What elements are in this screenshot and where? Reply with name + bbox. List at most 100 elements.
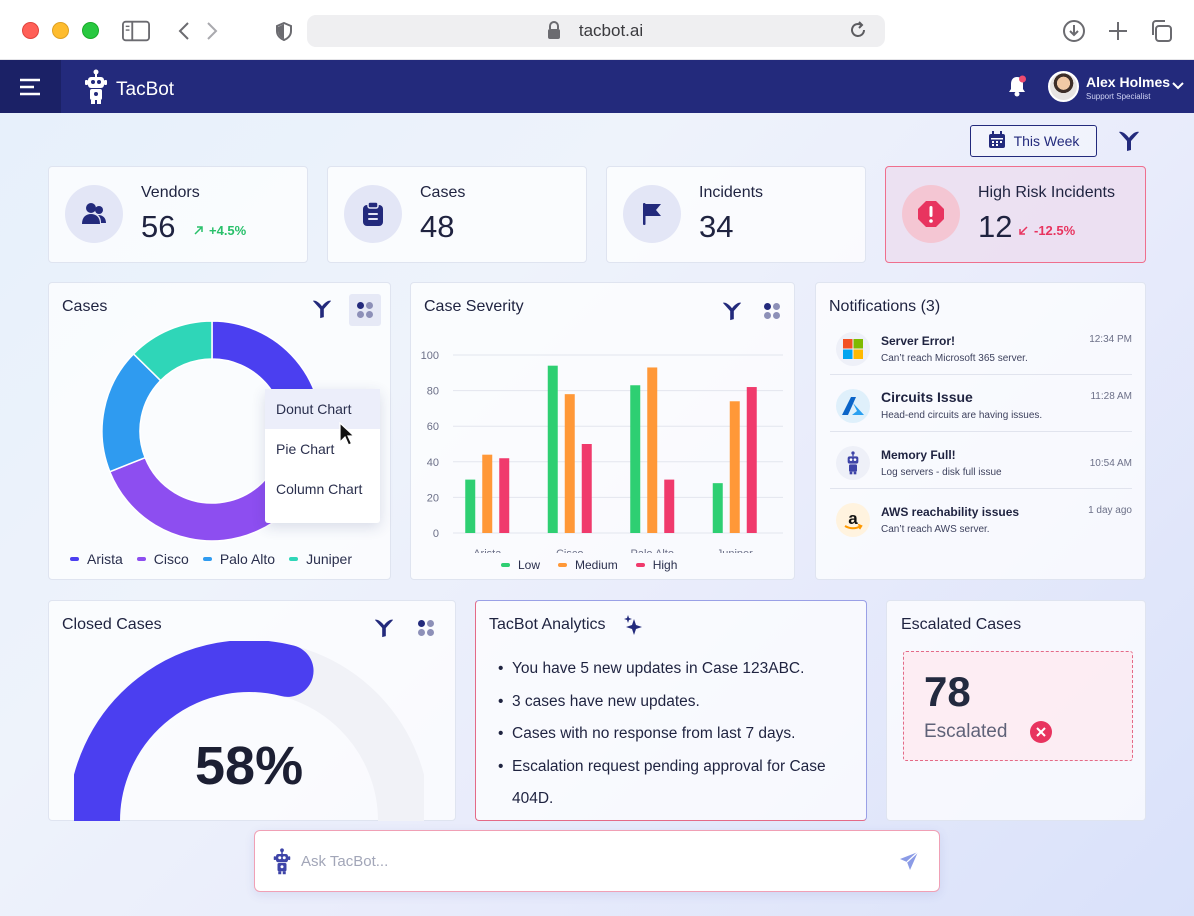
legend-item-juniper[interactable]: Juniper xyxy=(289,551,352,567)
notification-item[interactable]: Server Error! Can’t reach Microsoft 365 … xyxy=(816,328,1146,385)
chart-type-menu-icon[interactable] xyxy=(761,300,783,322)
azure-icon xyxy=(836,389,870,423)
bar-cisco-medium[interactable] xyxy=(564,394,575,533)
reload-icon[interactable] xyxy=(849,21,867,44)
bar-cisco-low[interactable] xyxy=(547,365,558,533)
robot-logo-icon xyxy=(84,69,108,110)
stat-delta: +4.5% xyxy=(194,223,246,238)
user-avatar[interactable] xyxy=(1048,71,1079,102)
menu-button[interactable] xyxy=(0,60,61,113)
notification-time: 1 day ago xyxy=(1088,505,1132,516)
card-title: TacBot Analytics xyxy=(489,616,606,633)
legend-item-high[interactable]: High xyxy=(635,558,678,572)
escalated-box[interactable]: 78 Escalated xyxy=(903,651,1133,761)
filter-icon[interactable] xyxy=(721,300,743,322)
url-text: tacbot.ai xyxy=(578,21,644,40)
stat-value: 12 xyxy=(978,209,1013,244)
stat-label: Vendors xyxy=(141,184,200,201)
case-severity-card: Case Severity 0 20 40 60 80 100 Arista Cisco Pal… xyxy=(410,282,795,580)
notification-item[interactable]: a AWS reachability issues Can’t reach AW… xyxy=(816,499,1146,556)
legend-item-cisco[interactable]: Cisco xyxy=(136,551,189,567)
close-window-button[interactable] xyxy=(22,22,39,39)
x-tick-label: Juniper xyxy=(717,548,753,553)
legend-swatch xyxy=(136,557,146,561)
notification-time: 11:28 AM xyxy=(1090,391,1132,402)
legend-item-low[interactable]: Low xyxy=(501,558,540,572)
bar-arista-high[interactable] xyxy=(499,458,510,533)
filter-icon[interactable] xyxy=(1118,130,1140,157)
notification-item[interactable]: Circuits Issue Head-end circuits are hav… xyxy=(816,385,1146,442)
legend-swatch xyxy=(202,557,212,561)
legend-swatch xyxy=(70,557,79,561)
card-title: Closed Cases xyxy=(62,616,162,633)
stat-delta-value: +4.5% xyxy=(209,223,247,238)
stat-value: 34 xyxy=(699,209,734,244)
bar-palo-alto-high[interactable] xyxy=(664,479,675,533)
maximize-window-button[interactable] xyxy=(82,22,99,39)
card-title: Cases xyxy=(62,298,108,315)
app-name: TacBot xyxy=(116,78,175,100)
top-navigation-bar: TacBot Alex Holmes Support Specialist xyxy=(0,60,1194,113)
stat-card-incidents[interactable]: Incidents 34 xyxy=(606,166,866,263)
notification-item[interactable]: Memory Full! Log servers - disk full iss… xyxy=(816,442,1146,499)
chevron-down-icon[interactable] xyxy=(1172,77,1184,95)
date-range-label: This Week xyxy=(1013,133,1080,149)
date-range-button[interactable]: This Week xyxy=(970,125,1097,157)
send-icon[interactable] xyxy=(899,851,919,876)
bar-palo-alto-low[interactable] xyxy=(630,385,641,533)
filter-icon[interactable] xyxy=(373,617,395,639)
legend-label: High xyxy=(652,558,678,572)
sidebar-toggle-icon[interactable] xyxy=(122,17,150,45)
bar-juniper-high[interactable] xyxy=(746,387,757,533)
card-title: Notifications (3) xyxy=(829,298,941,315)
address-bar[interactable]: tacbot.ai xyxy=(307,15,885,47)
robot-icon xyxy=(836,446,870,480)
dropdown-option-pie-chart[interactable]: Pie Chart xyxy=(276,441,335,457)
forward-icon[interactable] xyxy=(198,17,226,45)
stat-card-vendors[interactable]: Vendors 56 +4.5% xyxy=(48,166,308,263)
privacy-shield-icon[interactable] xyxy=(270,17,298,45)
bar-arista-medium[interactable] xyxy=(482,454,493,533)
calendar-icon xyxy=(988,130,1006,152)
divider xyxy=(830,374,1132,375)
tab-overview-icon[interactable] xyxy=(1147,17,1175,45)
dropdown-option-donut-chart[interactable]: Donut Chart xyxy=(265,389,380,429)
legend-swatch xyxy=(501,563,510,567)
bar-arista-low[interactable] xyxy=(465,479,476,533)
brand[interactable]: TacBot xyxy=(84,69,174,110)
divider xyxy=(830,488,1132,489)
new-tab-icon[interactable] xyxy=(1104,17,1132,45)
stat-card-cases[interactable]: Cases 48 xyxy=(327,166,587,263)
y-tick-label: 20 xyxy=(427,492,439,504)
case-severity-bar-chart: 0 20 40 60 80 100 Arista Cisco Palo Alto Juniper xyxy=(421,350,783,553)
legend-item-medium[interactable]: Medium xyxy=(558,558,618,572)
divider xyxy=(830,431,1132,432)
bar-juniper-low[interactable] xyxy=(712,483,723,533)
stat-card-high-risk-incidents[interactable]: High Risk Incidents 12 -12.5% xyxy=(885,166,1146,263)
user-name[interactable]: Alex Holmes xyxy=(1086,74,1171,90)
ask-tacbot-input[interactable] xyxy=(301,847,861,875)
browser-chrome: tacbot.ai xyxy=(0,0,1194,60)
bar-juniper-medium[interactable] xyxy=(729,401,740,533)
y-tick-label: 60 xyxy=(427,421,439,433)
filter-icon[interactable] xyxy=(311,298,333,320)
bar-cisco-high[interactable] xyxy=(581,444,592,533)
x-tick-label: Cisco xyxy=(556,548,584,553)
ask-tacbot-bar xyxy=(254,830,940,892)
chart-type-menu-icon[interactable] xyxy=(349,294,381,326)
notification-bell-icon[interactable] xyxy=(1008,75,1026,102)
bar-palo-alto-medium[interactable] xyxy=(647,367,658,533)
notification-subtitle: Can’t reach AWS server. xyxy=(881,524,990,535)
dropdown-option-column-chart[interactable]: Column Chart xyxy=(276,481,363,497)
donut-slice-juniper[interactable] xyxy=(132,320,213,382)
back-icon[interactable] xyxy=(170,17,198,45)
stat-delta: -12.5% xyxy=(1019,223,1075,238)
legend-item-arista[interactable]: Arista xyxy=(70,551,123,567)
minimize-window-button[interactable] xyxy=(52,22,69,39)
legend-item-palo-alto[interactable]: Palo Alto xyxy=(202,551,275,567)
stat-delta-value: -12.5% xyxy=(1034,223,1076,238)
stat-value: 48 xyxy=(420,209,455,244)
amazon-icon: a xyxy=(836,503,870,537)
chart-type-menu-icon[interactable] xyxy=(415,617,437,639)
download-icon[interactable] xyxy=(1060,17,1088,45)
